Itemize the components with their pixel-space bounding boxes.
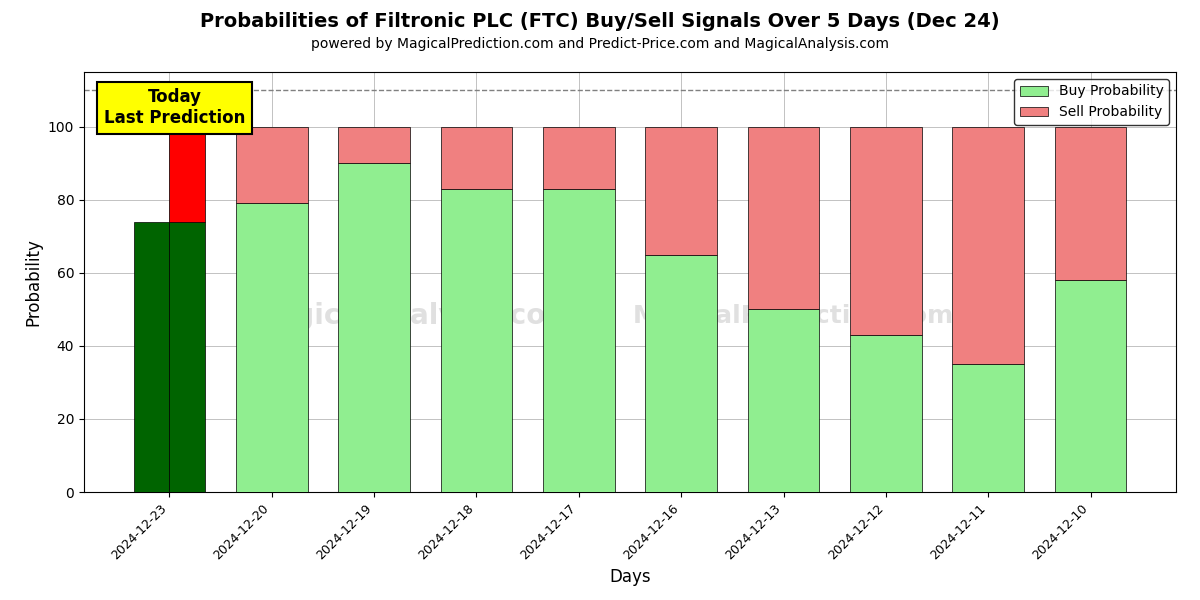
Bar xyxy=(646,254,716,492)
Text: MagicalAnalysis.com: MagicalAnalysis.com xyxy=(248,302,575,329)
Bar xyxy=(338,127,410,163)
Bar xyxy=(236,127,307,203)
Bar xyxy=(1055,127,1127,280)
Bar xyxy=(850,335,922,492)
Bar xyxy=(169,127,205,222)
Bar xyxy=(748,127,820,310)
Bar xyxy=(440,127,512,189)
Bar xyxy=(748,310,820,492)
Bar xyxy=(953,364,1024,492)
Bar xyxy=(544,189,614,492)
Legend: Buy Probability, Sell Probability: Buy Probability, Sell Probability xyxy=(1014,79,1169,125)
Y-axis label: Probability: Probability xyxy=(24,238,42,326)
Text: MagicalPrediction.com: MagicalPrediction.com xyxy=(634,304,954,328)
Bar xyxy=(338,163,410,492)
Text: powered by MagicalPrediction.com and Predict-Price.com and MagicalAnalysis.com: powered by MagicalPrediction.com and Pre… xyxy=(311,37,889,51)
Text: Today
Last Prediction: Today Last Prediction xyxy=(104,88,245,127)
Bar xyxy=(440,189,512,492)
X-axis label: Days: Days xyxy=(610,568,650,586)
Bar xyxy=(236,203,307,492)
Text: Probabilities of Filtronic PLC (FTC) Buy/Sell Signals Over 5 Days (Dec 24): Probabilities of Filtronic PLC (FTC) Buy… xyxy=(200,12,1000,31)
Bar xyxy=(850,127,922,335)
Bar xyxy=(646,127,716,254)
Bar xyxy=(953,127,1024,364)
Bar xyxy=(169,222,205,492)
Bar xyxy=(1055,280,1127,492)
Bar xyxy=(544,127,614,189)
Bar xyxy=(133,222,169,492)
